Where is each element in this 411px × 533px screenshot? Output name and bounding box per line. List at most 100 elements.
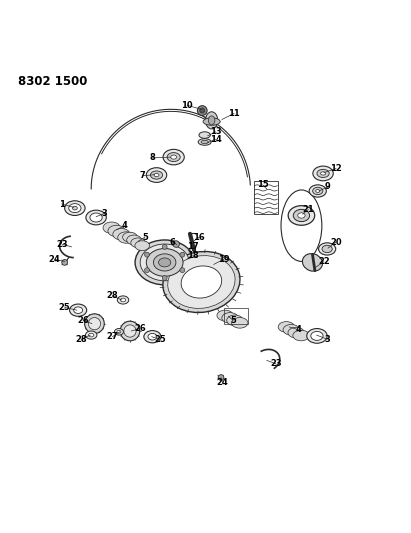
- Ellipse shape: [140, 244, 189, 281]
- Circle shape: [180, 252, 185, 257]
- Text: 4: 4: [296, 325, 302, 334]
- Text: 3: 3: [102, 209, 107, 218]
- Ellipse shape: [313, 187, 323, 195]
- Text: 24: 24: [48, 255, 60, 264]
- Ellipse shape: [198, 139, 211, 146]
- Text: 8: 8: [150, 154, 155, 163]
- Ellipse shape: [146, 248, 183, 276]
- Text: 25: 25: [59, 303, 71, 312]
- Text: 6: 6: [170, 238, 176, 246]
- Bar: [224, 308, 247, 325]
- Ellipse shape: [69, 304, 87, 316]
- Ellipse shape: [168, 256, 235, 309]
- Ellipse shape: [85, 331, 97, 339]
- Text: 21: 21: [302, 205, 314, 214]
- Text: 28: 28: [106, 292, 118, 301]
- Ellipse shape: [309, 185, 326, 197]
- Text: 1: 1: [59, 199, 65, 208]
- Ellipse shape: [293, 209, 309, 222]
- Ellipse shape: [181, 266, 222, 298]
- Text: 9: 9: [325, 182, 331, 191]
- Circle shape: [218, 375, 224, 381]
- Ellipse shape: [65, 201, 85, 215]
- Ellipse shape: [199, 132, 210, 139]
- Ellipse shape: [108, 225, 125, 237]
- Ellipse shape: [146, 168, 167, 182]
- Circle shape: [162, 245, 167, 249]
- Ellipse shape: [302, 254, 323, 271]
- Circle shape: [197, 106, 207, 116]
- Ellipse shape: [203, 118, 220, 125]
- Text: 27: 27: [106, 332, 118, 341]
- Circle shape: [180, 268, 185, 272]
- Text: 15: 15: [257, 180, 268, 189]
- Ellipse shape: [86, 210, 106, 225]
- Text: 5: 5: [142, 232, 148, 241]
- Text: 18: 18: [187, 251, 198, 260]
- Ellipse shape: [135, 241, 150, 251]
- Circle shape: [200, 108, 205, 113]
- Ellipse shape: [117, 330, 121, 333]
- Ellipse shape: [322, 245, 332, 253]
- Ellipse shape: [319, 243, 336, 255]
- Ellipse shape: [208, 116, 215, 125]
- Ellipse shape: [120, 321, 140, 341]
- Text: 25: 25: [154, 335, 166, 344]
- Ellipse shape: [227, 315, 243, 326]
- Text: 17: 17: [187, 243, 198, 252]
- Ellipse shape: [159, 258, 171, 267]
- Ellipse shape: [90, 213, 102, 222]
- Ellipse shape: [316, 190, 320, 192]
- Circle shape: [145, 268, 150, 272]
- Ellipse shape: [117, 296, 129, 304]
- Ellipse shape: [69, 204, 81, 213]
- Text: 12: 12: [330, 164, 342, 173]
- Ellipse shape: [298, 213, 305, 218]
- Ellipse shape: [72, 206, 77, 210]
- Text: 11: 11: [228, 109, 240, 118]
- Text: 28: 28: [75, 335, 87, 344]
- Text: 13: 13: [210, 127, 222, 136]
- Ellipse shape: [321, 172, 326, 175]
- Ellipse shape: [313, 166, 333, 181]
- Ellipse shape: [163, 252, 240, 312]
- Ellipse shape: [153, 254, 176, 271]
- Ellipse shape: [148, 334, 157, 340]
- Ellipse shape: [88, 318, 101, 330]
- Ellipse shape: [278, 321, 295, 332]
- Ellipse shape: [154, 173, 159, 177]
- Text: 24: 24: [217, 378, 229, 387]
- Text: 8302 1500: 8302 1500: [18, 75, 87, 87]
- Ellipse shape: [288, 327, 304, 338]
- Circle shape: [145, 252, 150, 257]
- Ellipse shape: [288, 206, 315, 225]
- Ellipse shape: [135, 240, 194, 285]
- Ellipse shape: [115, 328, 123, 335]
- Ellipse shape: [171, 155, 176, 159]
- Ellipse shape: [118, 232, 135, 243]
- Ellipse shape: [88, 333, 94, 337]
- Ellipse shape: [311, 332, 323, 341]
- Text: 26: 26: [77, 316, 89, 325]
- Circle shape: [173, 241, 179, 247]
- Ellipse shape: [201, 140, 208, 143]
- Ellipse shape: [167, 152, 180, 161]
- Ellipse shape: [124, 325, 136, 337]
- Text: 10: 10: [181, 101, 193, 110]
- Ellipse shape: [113, 229, 130, 240]
- Ellipse shape: [222, 313, 238, 323]
- Text: 14: 14: [210, 135, 222, 143]
- Text: 3: 3: [324, 335, 330, 344]
- Ellipse shape: [283, 325, 299, 335]
- Ellipse shape: [163, 149, 184, 165]
- Text: 23: 23: [56, 239, 68, 248]
- Text: 22: 22: [318, 257, 330, 266]
- Text: 26: 26: [134, 324, 146, 333]
- Ellipse shape: [131, 238, 145, 248]
- Text: 7: 7: [139, 172, 145, 180]
- Ellipse shape: [307, 328, 327, 343]
- Ellipse shape: [85, 314, 104, 334]
- Text: 5: 5: [230, 316, 236, 325]
- Text: 4: 4: [122, 221, 127, 230]
- Ellipse shape: [317, 169, 329, 177]
